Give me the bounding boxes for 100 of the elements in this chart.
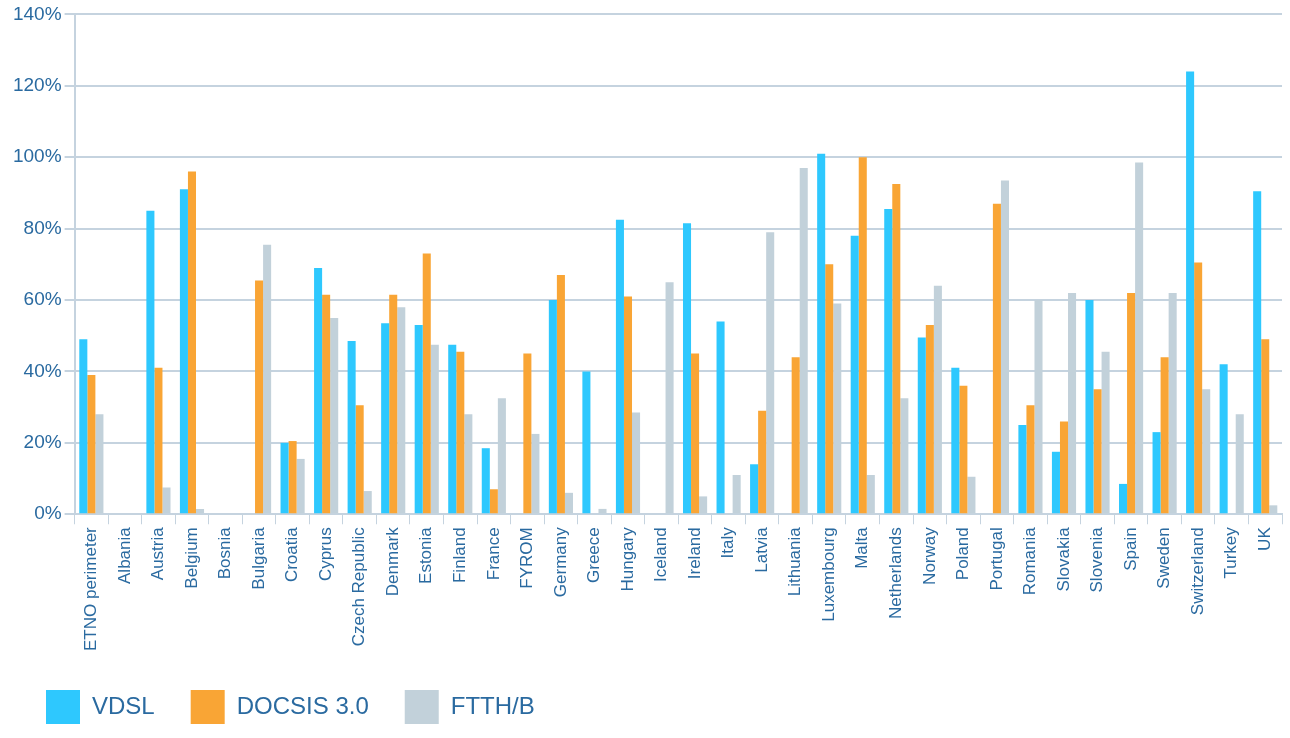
bar (791, 357, 800, 514)
x-tick-label: Denmark (382, 526, 402, 597)
x-tick-label: Malta (852, 526, 872, 569)
x-tick-label: Poland (953, 527, 973, 581)
x-tick-label: Ireland (684, 527, 704, 580)
bar (422, 253, 431, 514)
bar (1093, 389, 1102, 514)
legend-label: FTTH/B (450, 691, 535, 719)
bar (154, 367, 163, 514)
bar (582, 371, 591, 514)
bar (917, 337, 926, 514)
bar (288, 441, 297, 514)
bar (1253, 191, 1262, 514)
x-tick-label: Finland (449, 527, 469, 584)
bar (414, 325, 423, 514)
x-tick-label: Lithuania (785, 526, 805, 597)
bar (355, 405, 364, 514)
bar (992, 203, 1001, 514)
x-tick-label: FYROM (517, 527, 537, 589)
bar (623, 296, 633, 514)
x-tick-label: Latvia (751, 526, 771, 573)
bar (489, 489, 498, 514)
x-tick-label: Cyprus (315, 527, 335, 582)
bar (79, 339, 88, 514)
bar (179, 189, 188, 514)
y-tick-label: 60% (23, 288, 62, 310)
y-tick-label: 120% (12, 74, 62, 96)
bar (1119, 483, 1128, 514)
bar (255, 280, 264, 514)
bar (850, 235, 859, 514)
x-tick-label: Spain (1120, 527, 1140, 571)
bar (1160, 357, 1169, 514)
bar (758, 410, 767, 514)
legend-label: VDSL (92, 691, 155, 719)
x-tick-label: Austria (148, 526, 168, 581)
bar (1085, 300, 1094, 514)
x-tick-label: Italy (718, 526, 738, 559)
bar (87, 375, 96, 514)
bar (556, 275, 565, 514)
x-tick-label: ETNO perimeter (81, 526, 101, 651)
bar (682, 223, 692, 514)
bar (523, 353, 532, 514)
bar (448, 344, 457, 514)
bar (1127, 292, 1136, 514)
bar (1152, 432, 1161, 514)
bar (1051, 451, 1060, 514)
bar (951, 367, 960, 514)
y-tick-label: 80% (23, 216, 62, 238)
y-tick-label: 40% (23, 359, 62, 381)
bar (1194, 262, 1203, 514)
bar (1186, 71, 1195, 514)
bar (1026, 405, 1035, 514)
y-tick-label: 0% (34, 502, 62, 524)
bar (347, 341, 356, 514)
x-tick-label: Turkey (1221, 526, 1241, 579)
bar (280, 442, 289, 514)
x-tick-label: Czech Republic (349, 526, 369, 647)
bar (1018, 424, 1027, 514)
x-tick-label: Norway (919, 526, 939, 585)
x-tick-label: Switzerland (1187, 527, 1207, 616)
bar (381, 323, 390, 514)
bar (314, 267, 323, 514)
bar (615, 219, 624, 514)
x-tick-label: Slovenia (1087, 526, 1107, 593)
x-tick-label: Greece (584, 527, 604, 583)
bar (817, 153, 826, 514)
x-tick-label: Bosnia (215, 526, 235, 580)
x-tick-label: UK (1254, 526, 1274, 551)
bar (389, 294, 398, 514)
bar (548, 300, 557, 514)
x-tick-label: Estonia (416, 526, 436, 584)
bar (456, 351, 465, 514)
bar (1261, 339, 1270, 514)
bar (322, 294, 331, 514)
y-tick-label: 20% (23, 431, 62, 453)
x-tick-label: Croatia (282, 526, 302, 583)
bar (892, 183, 901, 514)
x-tick-label: Hungary (617, 526, 637, 592)
bar (750, 464, 759, 514)
bar (959, 385, 968, 514)
bar (925, 325, 934, 514)
x-tick-label: Slovakia (1053, 526, 1073, 592)
x-tick-label: Iceland (651, 527, 671, 583)
x-tick-label: Portugal (986, 527, 1006, 591)
bar (858, 157, 867, 514)
y-tick-label: 140% (12, 2, 62, 24)
bar (146, 210, 155, 514)
bar (716, 321, 725, 514)
x-tick-label: Romania (1020, 526, 1040, 596)
x-tick-label: Luxembourg (818, 527, 838, 622)
bar (691, 353, 700, 514)
x-tick-label: Bulgaria (248, 526, 268, 590)
x-tick-label: Netherlands (885, 527, 905, 619)
bar (187, 171, 197, 514)
bar (825, 264, 834, 514)
bar (481, 448, 490, 514)
legend-label: DOCSIS 3.0 (236, 691, 369, 719)
x-tick-label: Albania (114, 526, 134, 584)
bar (1219, 364, 1228, 514)
bar (1059, 421, 1069, 514)
